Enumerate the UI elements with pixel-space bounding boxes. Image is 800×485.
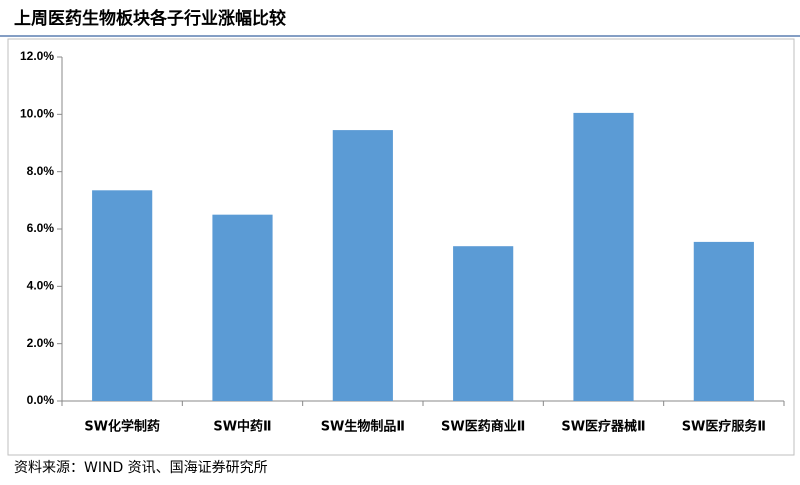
bar [212, 214, 273, 401]
y-tick-label: 12.0% [20, 49, 54, 63]
y-tick-label: 10.0% [20, 107, 54, 121]
x-tick-label: SW生物制品Ⅱ [321, 419, 405, 435]
y-tick-label: 4.0% [27, 279, 55, 293]
bar [332, 130, 393, 401]
y-tick-label: 6.0% [27, 221, 55, 235]
bar [573, 112, 634, 402]
y-tick-label: 0.0% [27, 393, 55, 407]
chart-title: 上周医药生物板块各子行业涨幅比较 [14, 8, 286, 29]
bar [693, 241, 754, 401]
x-tick-label: SW医疗服务Ⅱ [682, 419, 766, 435]
x-tick-label: SW医疗器械Ⅱ [561, 419, 645, 435]
x-tick-label: SW医药商业Ⅱ [441, 419, 525, 435]
y-tick-label: 2.0% [27, 336, 55, 350]
bar [453, 246, 514, 401]
x-tick-label: SW中药Ⅱ [213, 419, 271, 435]
x-tick-label: SW化学制药 [84, 419, 160, 435]
chart-frame [7, 38, 795, 456]
source-note: 资料来源：WIND 资讯、国海证券研究所 [14, 460, 268, 476]
bar [92, 190, 153, 401]
y-tick-label: 8.0% [27, 164, 55, 178]
